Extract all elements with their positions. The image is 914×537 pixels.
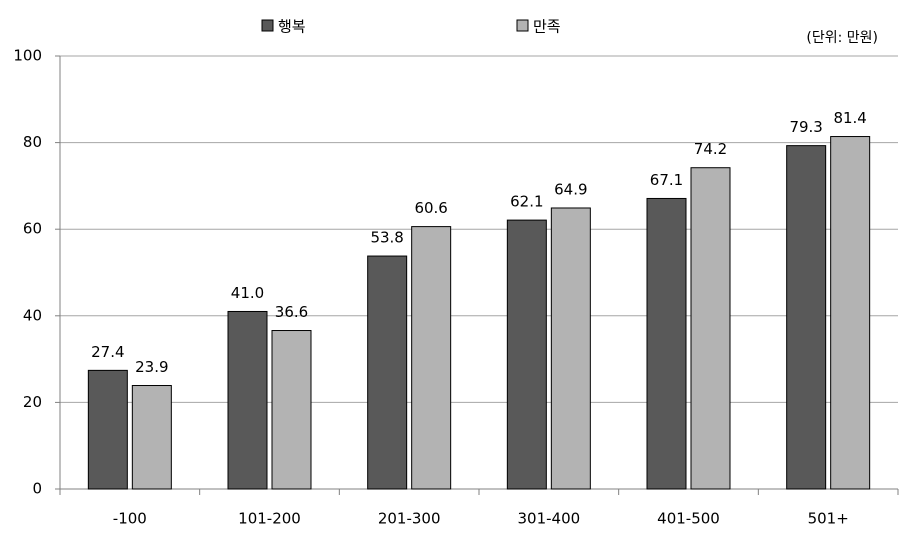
bar: [506, 219, 547, 490]
data-label: 79.3: [789, 118, 822, 136]
bar: [271, 330, 312, 490]
bar: [830, 136, 871, 490]
data-label: 27.4: [91, 343, 124, 361]
y-tick-label: 60: [23, 220, 42, 238]
bar: [411, 226, 452, 490]
y-tick-label: 100: [13, 47, 42, 65]
legend-swatch: [516, 19, 529, 32]
bar: [646, 197, 687, 490]
data-label: 60.6: [414, 199, 447, 217]
data-label: 53.8: [370, 229, 403, 247]
data-label: 74.2: [694, 140, 727, 158]
bar: [690, 167, 731, 490]
data-label: 81.4: [833, 109, 866, 127]
bar: [550, 207, 591, 490]
data-label: 62.1: [510, 193, 543, 211]
data-label: 36.6: [275, 303, 308, 321]
y-tick-label: 20: [23, 393, 42, 411]
legend-label: 행복: [278, 18, 306, 36]
bar: [227, 310, 268, 490]
legend-swatch: [261, 19, 274, 32]
x-tick-label: 301-400: [517, 510, 580, 528]
x-tick-label: 501+: [808, 510, 849, 528]
data-label: 23.9: [135, 358, 168, 376]
y-tick-label: 0: [32, 480, 42, 498]
data-label: 67.1: [650, 171, 683, 189]
data-label: 41.0: [231, 284, 264, 302]
x-tick-label: -100: [113, 510, 147, 528]
bar: [131, 385, 172, 490]
y-tick-label: 40: [23, 306, 42, 324]
bar: [87, 369, 128, 490]
data-label: 64.9: [554, 180, 587, 198]
legend-label: 만족: [533, 18, 561, 36]
x-tick-label: 101-200: [238, 510, 301, 528]
x-tick-label: 401-500: [657, 510, 720, 528]
x-tick-label: 201-300: [378, 510, 441, 528]
unit-note: (단위: 만원): [806, 30, 878, 46]
y-tick-label: 80: [23, 133, 42, 151]
bar: [786, 145, 827, 490]
bar: [367, 255, 408, 490]
